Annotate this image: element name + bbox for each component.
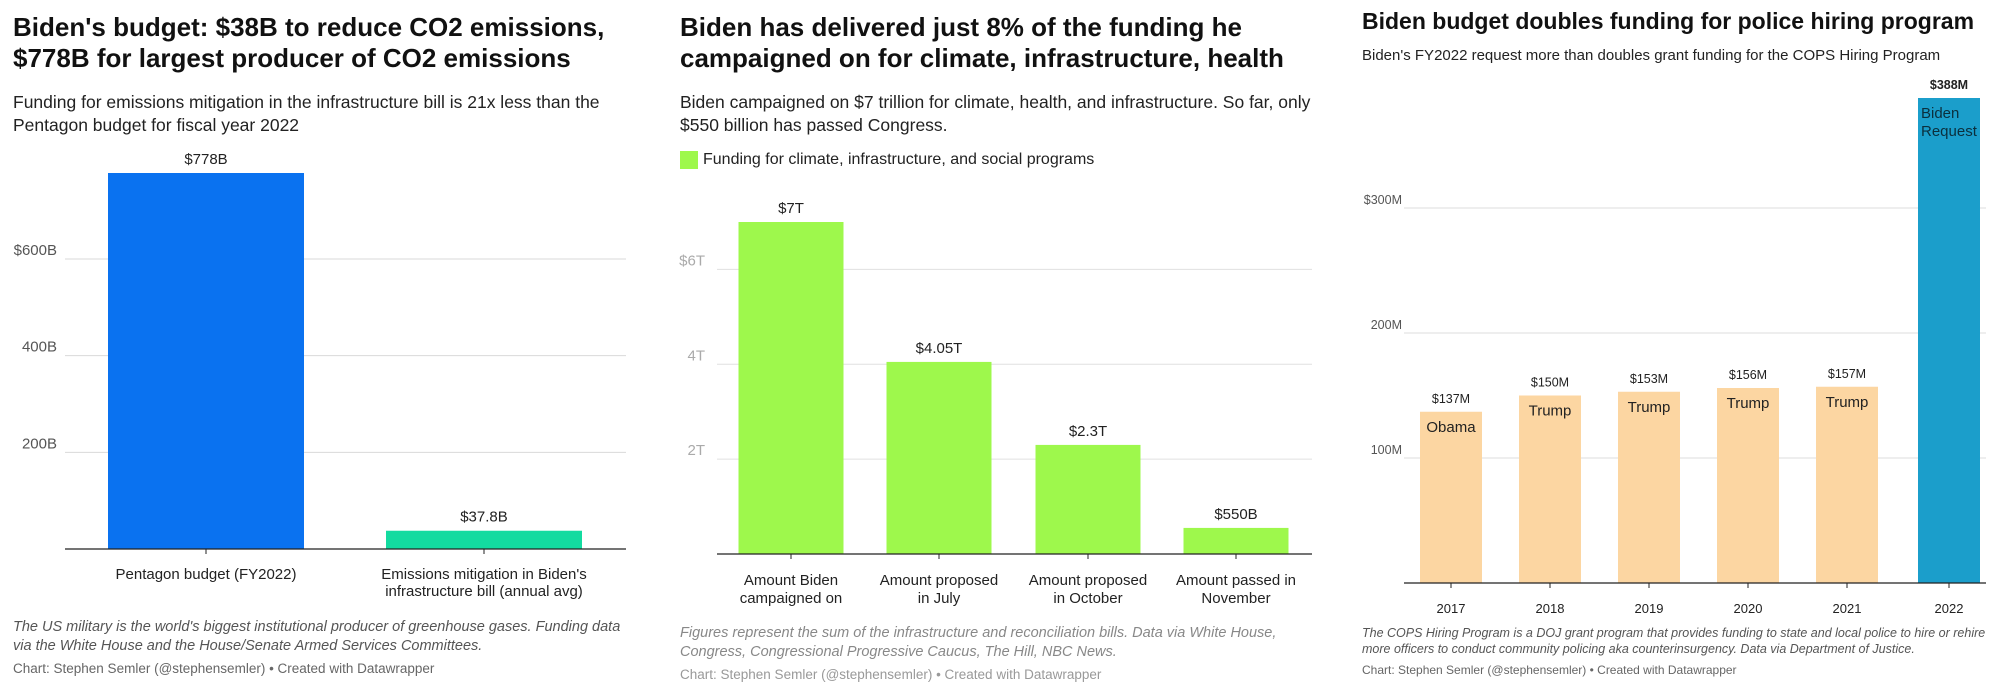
bar-annotation: Obama — [1426, 419, 1476, 436]
data-label: $150M — [1531, 376, 1569, 390]
x-tick-label: infrastructure bill (annual avg) — [385, 583, 583, 600]
x-tick-label: Emissions mitigation in Biden's — [381, 566, 586, 583]
data-label: $388M — [1930, 78, 1968, 92]
bar-annotation: Trump — [1727, 395, 1770, 412]
chart-panel-3: Biden budget doubles funding for police … — [1350, 0, 2000, 691]
chart-title: Biden has delivered just 8% of the fundi… — [680, 12, 1284, 73]
x-tick-label: 2022 — [1935, 601, 1964, 616]
bar-annotation: Biden — [1921, 105, 1959, 122]
x-tick-label: 2017 — [1437, 601, 1466, 616]
y-tick-label: 400B — [22, 339, 57, 356]
bar-annotation: Trump — [1826, 394, 1869, 411]
x-tick-label: Amount proposed — [1029, 572, 1147, 589]
y-tick-label: 4T — [687, 347, 705, 364]
chart-subtitle: Funding for emissions mitigation in the … — [13, 92, 600, 135]
data-label: $778B — [184, 151, 227, 168]
chart-plot: 100M 200M $300M $137M 2017 Obama $150M 2018 Trum… — [1364, 78, 1986, 616]
chart-credit: Chart: Stephen Semler (@stephensemler) •… — [1362, 663, 1737, 677]
x-tick-label: Amount proposed — [880, 572, 998, 589]
y-tick-label: $6T — [679, 252, 705, 269]
y-tick-label: 2T — [687, 442, 705, 459]
bar — [886, 361, 992, 554]
x-tick-label: Amount Biden — [744, 572, 838, 589]
x-tick-label: 2021 — [1833, 601, 1862, 616]
chart-credit: Chart: Stephen Semler (@stephensemler) •… — [13, 661, 435, 676]
chart-legend: Funding for climate, infrastructure, and… — [680, 151, 1094, 169]
data-label: $153M — [1630, 372, 1668, 386]
data-label: $4.05T — [916, 340, 963, 357]
bar-annotation: Trump — [1628, 399, 1671, 416]
bar — [1420, 411, 1482, 583]
data-label: $7T — [778, 200, 804, 217]
data-label: $157M — [1828, 367, 1866, 381]
legend-swatch — [680, 151, 698, 169]
x-tick-label: 2018 — [1536, 601, 1565, 616]
bar — [386, 530, 582, 549]
bar — [1618, 391, 1680, 583]
bar — [1816, 386, 1878, 583]
y-tick-label: 200B — [22, 435, 57, 452]
bar — [108, 173, 304, 549]
x-tick-label: 2019 — [1635, 601, 1664, 616]
y-tick-label: 200M — [1371, 318, 1402, 332]
data-label: $550B — [1214, 506, 1257, 523]
chart-credit: Chart: Stephen Semler (@stephensemler) •… — [680, 667, 1102, 682]
bar-annotation: Trump — [1529, 403, 1572, 420]
legend-label: Funding for climate, infrastructure, and… — [703, 151, 1095, 168]
chart-note: Figures represent the sum of the infrast… — [680, 625, 1277, 660]
chart-title: Biden budget doubles funding for police … — [1362, 8, 1975, 34]
chart-note: The US military is the world's biggest i… — [13, 619, 621, 654]
chart-panel-1: Biden's budget: $38B to reduce CO2 emiss… — [0, 0, 640, 691]
x-tick-label: Amount passed in — [1176, 572, 1296, 589]
bar-annotation: Request — [1921, 123, 1978, 140]
data-label: $2.3T — [1069, 423, 1107, 440]
bar — [1035, 444, 1141, 554]
chart-title: Biden's budget: $38B to reduce CO2 emiss… — [13, 12, 605, 73]
bar — [1918, 98, 1980, 583]
x-tick-label: Pentagon budget (FY2022) — [116, 566, 297, 583]
chart-plot: 200B 400B $600B $778B Pentagon budget (FY202… — [14, 151, 626, 600]
data-label: $37.8B — [460, 509, 508, 526]
y-tick-label: 100M — [1371, 443, 1402, 457]
x-tick-label: November — [1201, 590, 1270, 607]
y-tick-label: $300M — [1364, 193, 1402, 207]
data-label: $137M — [1432, 392, 1470, 406]
bar — [1519, 395, 1581, 583]
data-label: $156M — [1729, 368, 1767, 382]
y-tick-label: $600B — [14, 242, 57, 259]
bar — [1183, 527, 1289, 554]
bar — [738, 222, 844, 554]
x-tick-label: 2020 — [1734, 601, 1763, 616]
chart-note: The COPS Hiring Program is a DOJ grant p… — [1362, 626, 1986, 657]
chart-subtitle: Biden's FY2022 request more than doubles… — [1362, 47, 1941, 64]
chart-subtitle: Biden campaigned on $7 trillion for clim… — [680, 92, 1311, 135]
chart-panel-2: Biden has delivered just 8% of the fundi… — [667, 0, 1327, 691]
x-tick-label: in October — [1053, 590, 1122, 607]
bar — [1717, 388, 1779, 583]
x-tick-label: campaigned on — [740, 590, 843, 607]
x-tick-label: in July — [918, 590, 961, 607]
